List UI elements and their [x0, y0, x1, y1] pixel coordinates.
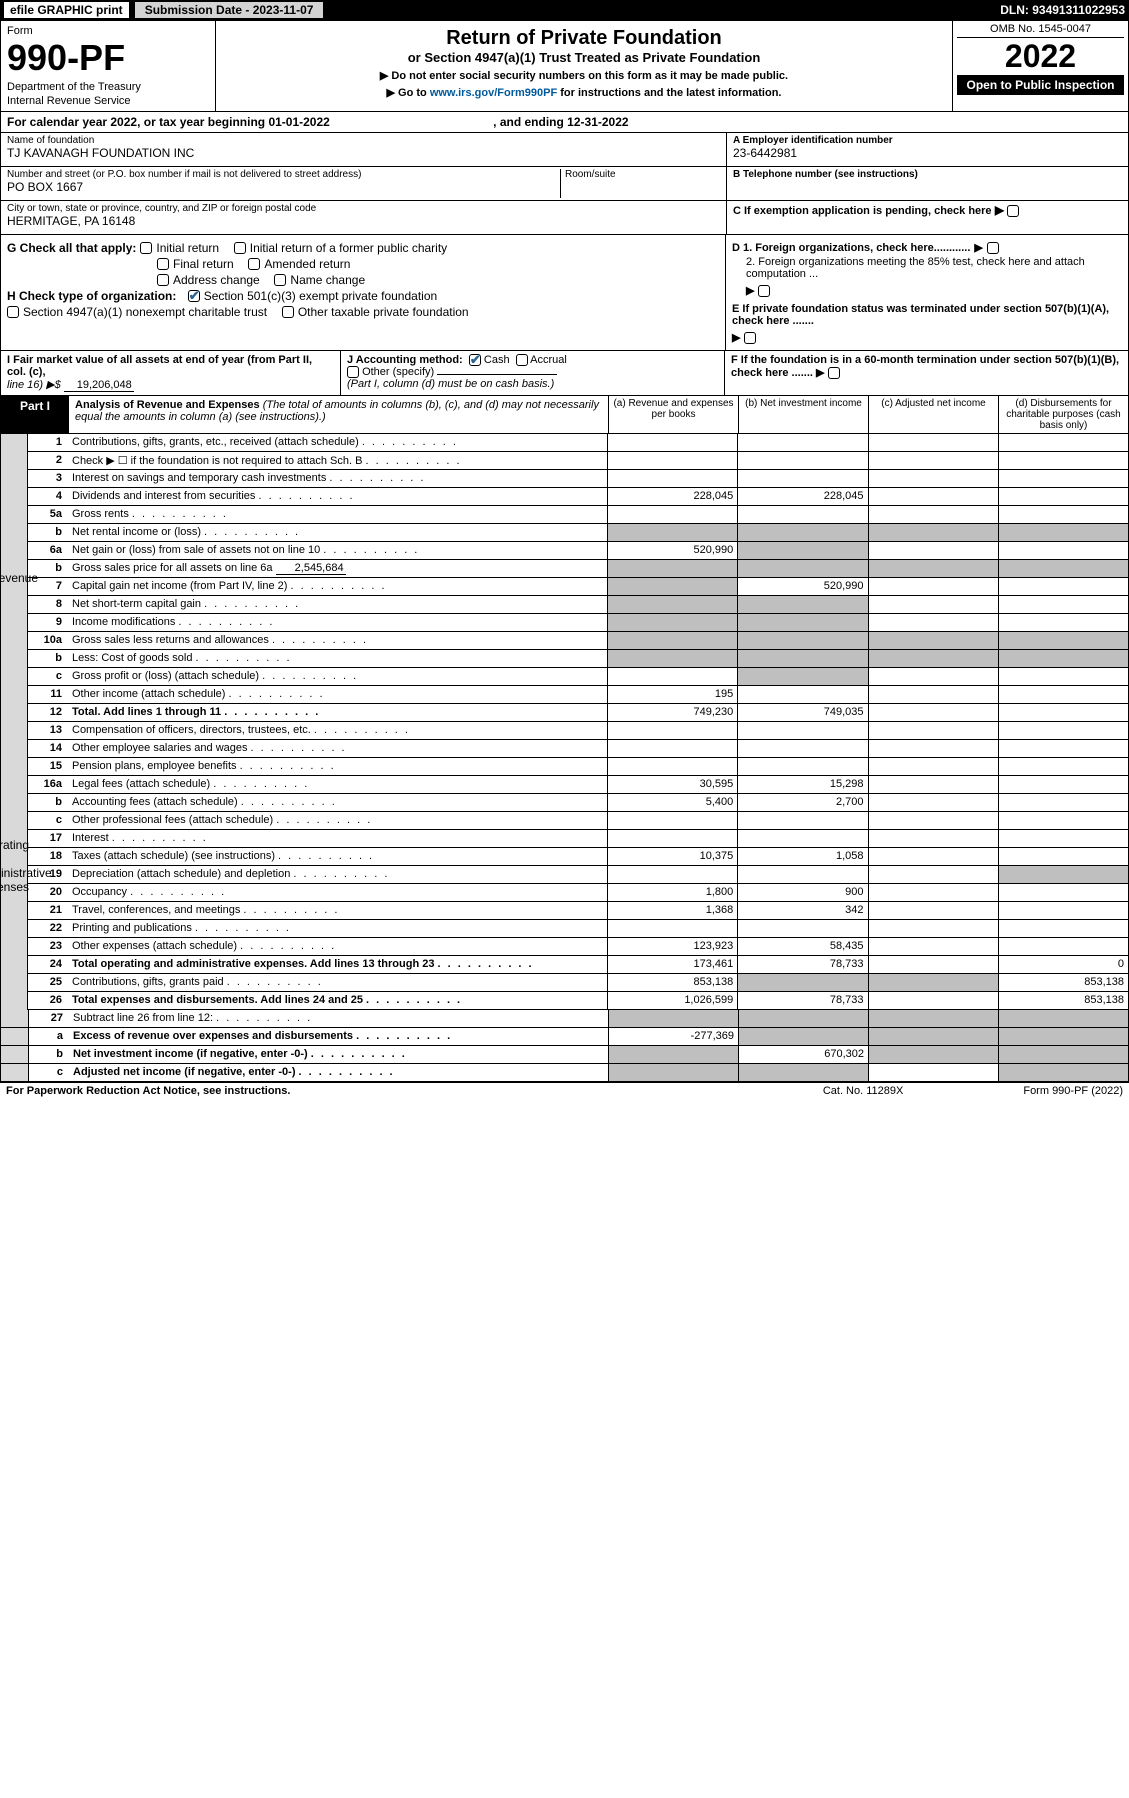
- col-c-header: (c) Adjusted net income: [868, 396, 998, 433]
- calendar-year-line: For calendar year 2022, or tax year begi…: [0, 112, 1129, 133]
- form-label: Form: [7, 25, 209, 37]
- address-row: Number and street (or P.O. box number if…: [1, 167, 726, 201]
- city-row: City or town, state or province, country…: [1, 201, 726, 235]
- col-d-header: (d) Disbursements for charitable purpose…: [998, 396, 1128, 433]
- table-row: cAdjusted net income (if negative, enter…: [1, 1064, 1128, 1082]
- col-a-header: (a) Revenue and expenses per books: [608, 396, 738, 433]
- table-row: 8Net short-term capital gain: [28, 596, 1128, 614]
- tel-row: B Telephone number (see instructions): [727, 167, 1128, 201]
- table-row: 1Contributions, gifts, grants, etc., rec…: [28, 434, 1128, 452]
- ssn-note: ▶ Do not enter social security numbers o…: [224, 69, 944, 82]
- table-row: 24Total operating and administrative exp…: [28, 956, 1128, 974]
- form-number: 990-PF: [7, 37, 209, 79]
- table-row: bGross sales price for all assets on lin…: [28, 560, 1128, 578]
- table-row: 20Occupancy 1,800900: [28, 884, 1128, 902]
- dept-treasury: Department of the Treasury: [7, 81, 209, 93]
- table-row: 22Printing and publications: [28, 920, 1128, 938]
- foundation-info: Name of foundation TJ KAVANAGH FOUNDATIO…: [0, 133, 1129, 235]
- tax-year: 2022: [957, 38, 1124, 75]
- table-row: 12Total. Add lines 1 through 11 749,2307…: [28, 704, 1128, 722]
- amended-return-cb[interactable]: [248, 258, 260, 270]
- open-public: Open to Public Inspection: [957, 75, 1124, 95]
- part-1-label: Part I: [1, 396, 69, 433]
- e-cb[interactable]: [744, 332, 756, 344]
- other-method-cb[interactable]: [347, 366, 359, 378]
- foundation-name-row: Name of foundation TJ KAVANAGH FOUNDATIO…: [1, 133, 726, 167]
- initial-former-cb[interactable]: [234, 242, 246, 254]
- table-row: 14Other employee salaries and wages: [28, 740, 1128, 758]
- table-row: 9Income modifications: [28, 614, 1128, 632]
- table-row: aExcess of revenue over expenses and dis…: [1, 1028, 1128, 1046]
- form-subtitle: or Section 4947(a)(1) Trust Treated as P…: [224, 50, 944, 65]
- table-row: 23Other expenses (attach schedule) 123,9…: [28, 938, 1128, 956]
- table-row: 25Contributions, gifts, grants paid 853,…: [28, 974, 1128, 992]
- other-taxable-cb[interactable]: [282, 306, 294, 318]
- top-bar: efile GRAPHIC print Submission Date - 20…: [0, 0, 1129, 20]
- efile-badge: efile GRAPHIC print: [4, 2, 129, 18]
- form-link[interactable]: www.irs.gov/Form990PF: [430, 87, 557, 99]
- part-1-title: Analysis of Revenue and Expenses (The to…: [69, 396, 608, 433]
- form-header: Form 990-PF Department of the Treasury I…: [0, 20, 1129, 112]
- table-row: 16aLegal fees (attach schedule) 30,59515…: [28, 776, 1128, 794]
- c-exemption-row: C If exemption application is pending, c…: [727, 201, 1128, 235]
- f-cb[interactable]: [828, 367, 840, 379]
- paperwork-notice: For Paperwork Reduction Act Notice, see …: [6, 1085, 823, 1097]
- 501c3-cb[interactable]: [188, 290, 200, 302]
- form-footer: Form 990-PF (2022): [1023, 1085, 1123, 1097]
- dln: DLN: 93491311022953: [1000, 3, 1125, 17]
- table-row: 6aNet gain or (loss) from sale of assets…: [28, 542, 1128, 560]
- table-row: cOther professional fees (attach schedul…: [28, 812, 1128, 830]
- form-id-block: Form 990-PF Department of the Treasury I…: [1, 21, 216, 111]
- initial-return-cb[interactable]: [140, 242, 152, 254]
- table-row: 3Interest on savings and temporary cash …: [28, 470, 1128, 488]
- table-row: 5aGross rents: [28, 506, 1128, 524]
- c-checkbox[interactable]: [1007, 205, 1019, 217]
- table-row: 19Depreciation (attach schedule) and dep…: [28, 866, 1128, 884]
- col-b-header: (b) Net investment income: [738, 396, 868, 433]
- accrual-cb[interactable]: [516, 354, 528, 366]
- section-g-h: G Check all that apply: Initial return I…: [0, 235, 1129, 351]
- table-row: bNet rental income or (loss): [28, 524, 1128, 542]
- page-footer: For Paperwork Reduction Act Notice, see …: [0, 1082, 1129, 1099]
- table-row: 21Travel, conferences, and meetings 1,36…: [28, 902, 1128, 920]
- table-row: 17Interest: [28, 830, 1128, 848]
- address-change-cb[interactable]: [157, 274, 169, 286]
- ein-row: A Employer identification number 23-6442…: [727, 133, 1128, 167]
- cash-cb[interactable]: [469, 354, 481, 366]
- name-change-cb[interactable]: [274, 274, 286, 286]
- table-row: 27Subtract line 26 from line 12:: [1, 1010, 1128, 1028]
- table-row: cGross profit or (loss) (attach schedule…: [28, 668, 1128, 686]
- omb-number: OMB No. 1545-0047: [957, 23, 1124, 38]
- table-row: bAccounting fees (attach schedule) 5,400…: [28, 794, 1128, 812]
- form-title-block: Return of Private Foundation or Section …: [216, 21, 953, 111]
- fmv-value: 19,206,048: [64, 379, 134, 392]
- room-suite: Room/suite: [560, 169, 720, 198]
- goto-note: ▶ Go to www.irs.gov/Form990PF for instru…: [224, 86, 944, 99]
- irs-label: Internal Revenue Service: [7, 95, 209, 107]
- table-row: 7Capital gain net income (from Part IV, …: [28, 578, 1128, 596]
- submission-date: Submission Date - 2023-11-07: [135, 2, 324, 18]
- table-row: 2Check ▶ ☐ if the foundation is not requ…: [28, 452, 1128, 470]
- table-row: 13Compensation of officers, directors, t…: [28, 722, 1128, 740]
- table-row: 26Total expenses and disbursements. Add …: [28, 992, 1128, 1010]
- net-section: 27Subtract line 26 from line 12: aExcess…: [0, 1010, 1129, 1082]
- d2-cb[interactable]: [758, 285, 770, 297]
- year-block: OMB No. 1545-0047 2022 Open to Public In…: [953, 21, 1128, 111]
- table-row: bLess: Cost of goods sold: [28, 650, 1128, 668]
- 4947-cb[interactable]: [7, 306, 19, 318]
- table-row: 10aGross sales less returns and allowanc…: [28, 632, 1128, 650]
- revenue-section: Revenue 1Contributions, gifts, grants, e…: [0, 434, 1129, 722]
- section-i-j-f: I Fair market value of all assets at end…: [0, 351, 1129, 396]
- table-row: bNet investment income (if negative, ent…: [1, 1046, 1128, 1064]
- table-row: 15Pension plans, employee benefits: [28, 758, 1128, 776]
- form-title: Return of Private Foundation: [224, 27, 944, 50]
- table-row: 11Other income (attach schedule) 195: [28, 686, 1128, 704]
- d1-cb[interactable]: [987, 242, 999, 254]
- cat-no: Cat. No. 11289X: [823, 1085, 904, 1097]
- table-row: 18Taxes (attach schedule) (see instructi…: [28, 848, 1128, 866]
- expenses-section: Operating and Administrative Expenses 13…: [0, 722, 1129, 1010]
- final-return-cb[interactable]: [157, 258, 169, 270]
- table-row: 4Dividends and interest from securities …: [28, 488, 1128, 506]
